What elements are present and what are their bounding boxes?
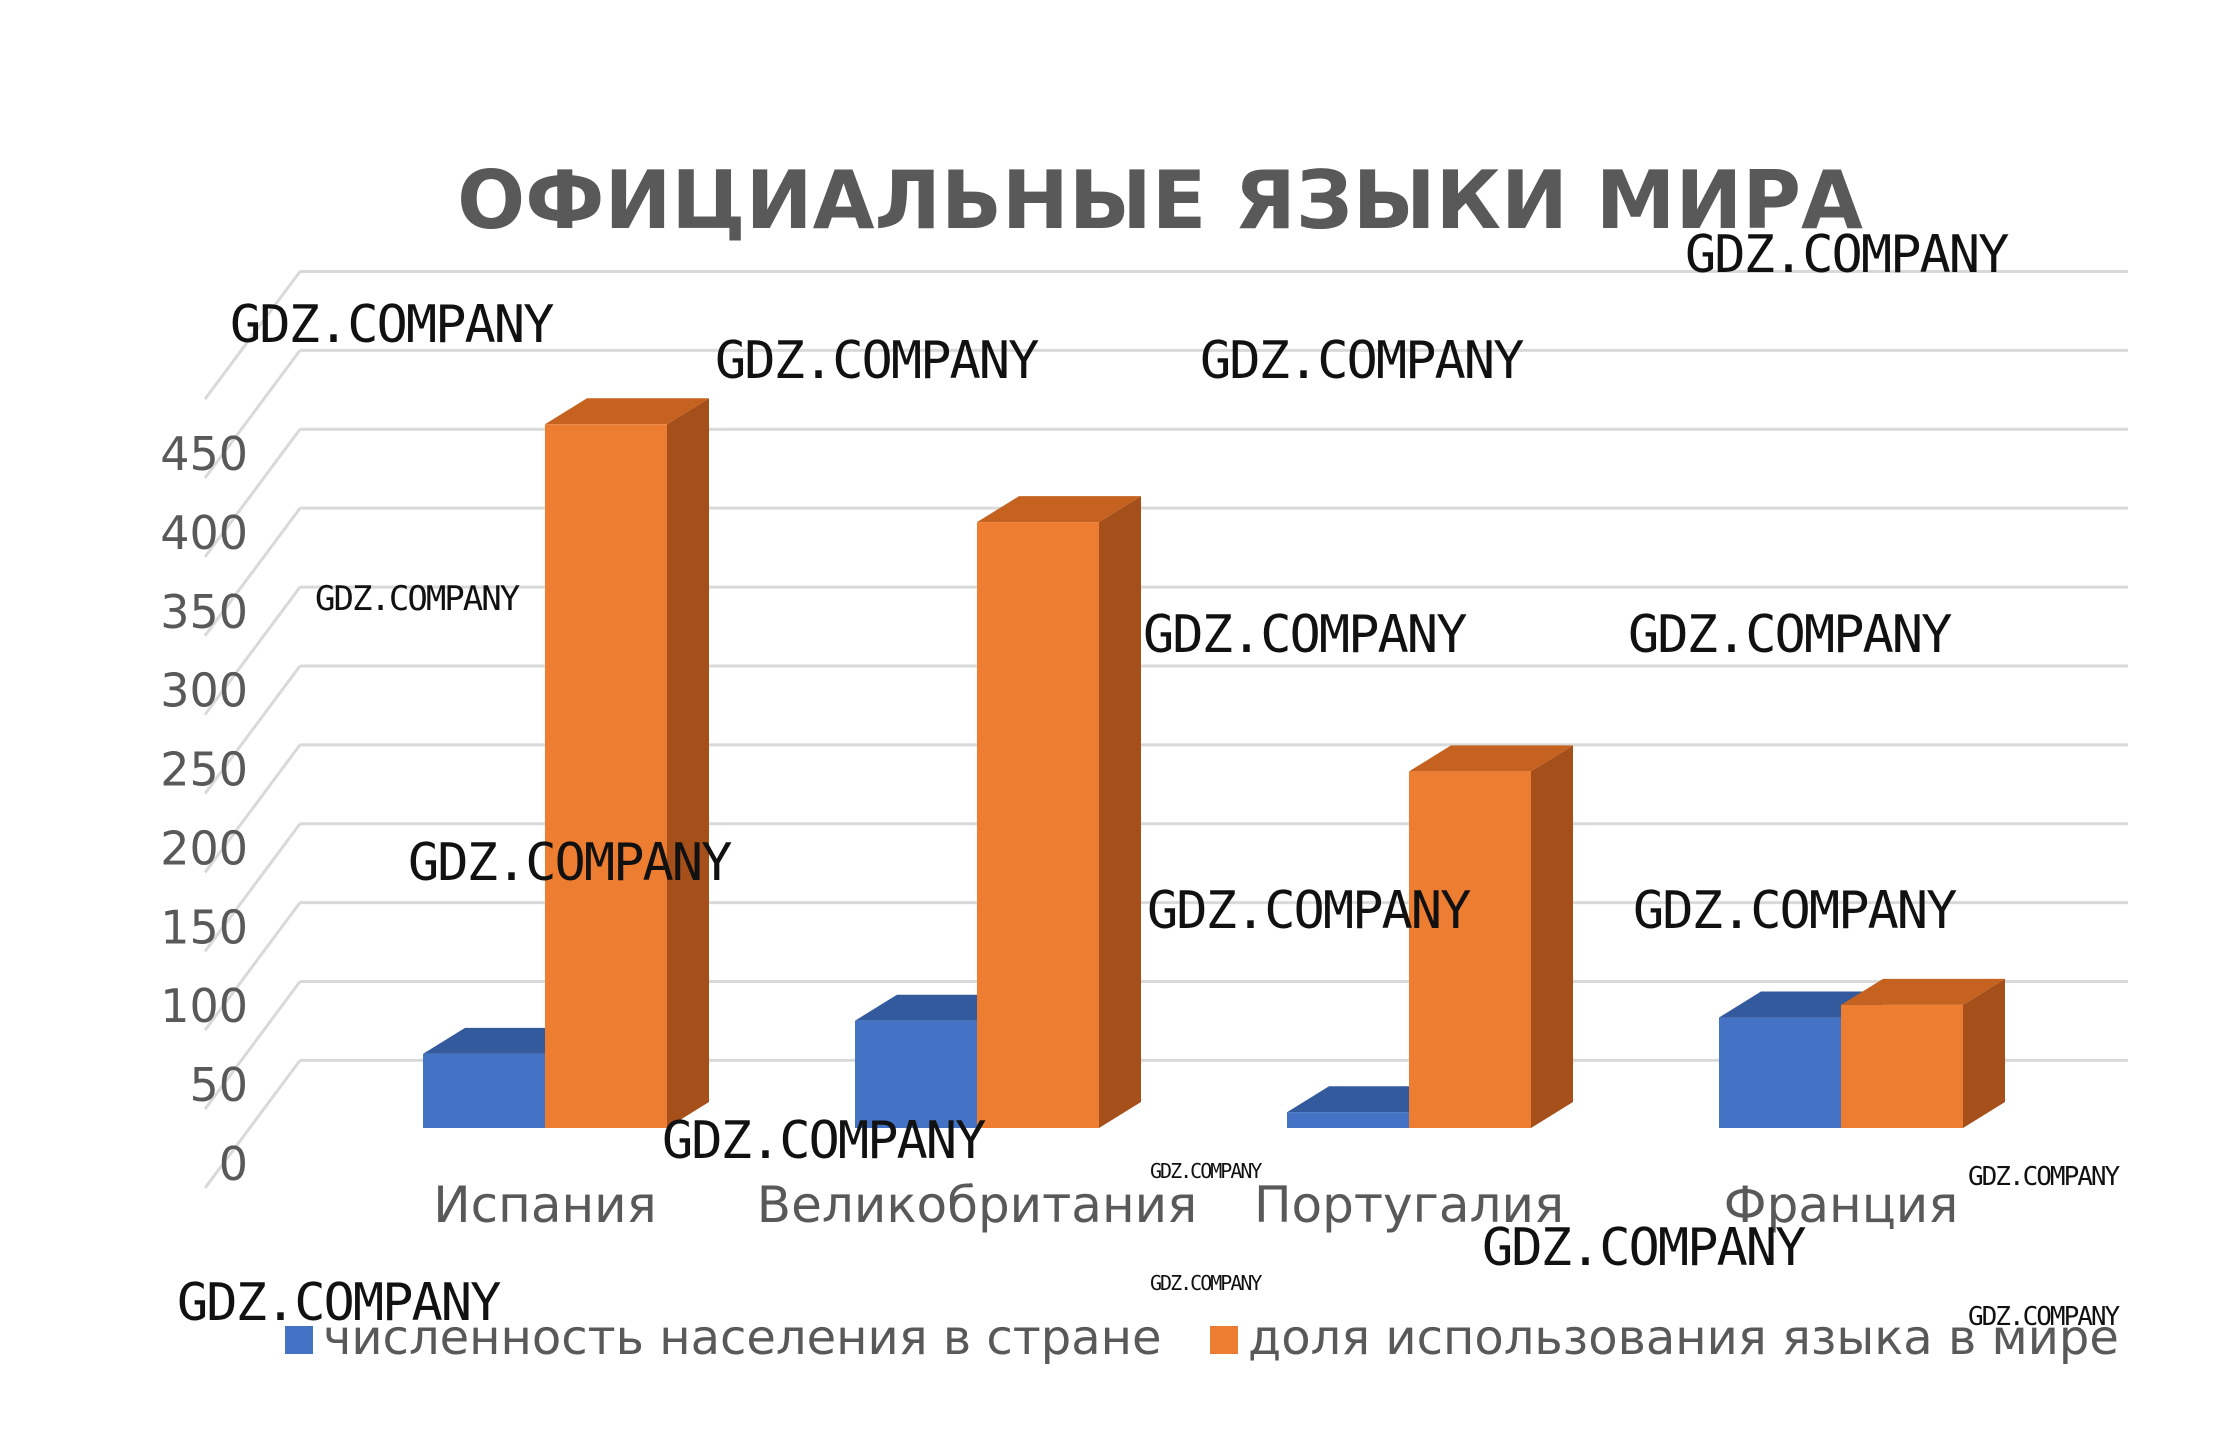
watermark-text: GDZ.COMPANY <box>662 1111 986 1171</box>
x-category-label: Франция <box>1724 1176 1959 1234</box>
legend: численность населения в стране доля испо… <box>285 1310 2119 1366</box>
bar-language-share-0 <box>545 398 709 1128</box>
watermark-text: GDZ.COMPANY <box>1685 225 2009 285</box>
gridline-diagonal-100 <box>203 901 302 1032</box>
bar-front <box>855 1020 977 1128</box>
gridline-diagonal-450 <box>203 349 302 479</box>
watermark-text: GDZ.COMPANY <box>1200 331 1524 391</box>
bar-front <box>545 424 667 1128</box>
bar-front <box>1409 771 1531 1128</box>
bars <box>423 398 2005 1129</box>
x-category-label: Португалия <box>1254 1176 1564 1234</box>
bar-front <box>1287 1112 1409 1128</box>
y-tick-label: 300 <box>160 664 248 718</box>
y-tick-label: 0 <box>219 1137 248 1191</box>
bar-top <box>1841 978 2005 1005</box>
x-axis-categories: Испания Великобритания Португалия Франция <box>433 1176 1958 1234</box>
watermark-text: GDZ.COMPANY <box>1628 605 1952 665</box>
y-axis-ticks: 0 50 100 150 200 250 300 350 400 450 <box>160 427 248 1191</box>
watermark-text: GDZ.COMPANY <box>1150 1159 1262 1183</box>
bar-language-share-1 <box>977 496 1141 1129</box>
watermark-text: GDZ.COMPANY <box>1968 1162 2121 1192</box>
watermarks: GDZ.COMPANY GDZ.COMPANY GDZ.COMPANY GDZ.COM… <box>177 225 2123 1333</box>
bar-side <box>1099 496 1141 1129</box>
gridline-diagonal-0 <box>203 1059 302 1189</box>
watermark-text: GDZ.COMPANY <box>315 579 520 619</box>
y-tick-label: 200 <box>160 821 248 875</box>
legend-label-population: численность населения в стране <box>323 1310 1162 1366</box>
gridline-diagonal-350 <box>203 507 302 637</box>
watermark-text: GDZ.COMPANY <box>1482 1218 1806 1278</box>
y-tick-label: 100 <box>160 979 248 1033</box>
gridline-diagonal-250 <box>203 665 302 795</box>
y-tick-label: 450 <box>160 427 248 481</box>
y-tick-label: 400 <box>160 506 248 560</box>
watermark-text: GDZ.COMPANY <box>1147 881 1471 941</box>
y-tick-label: 350 <box>160 585 248 639</box>
y-tick-label: 50 <box>189 1058 248 1112</box>
bar-language-share-2 <box>1409 745 1573 1128</box>
gridline-diagonal-50 <box>203 980 302 1111</box>
bar-language-share-3 <box>1841 978 2005 1128</box>
x-category-label: Испания <box>433 1176 657 1234</box>
watermark-text: GDZ.COMPANY <box>1150 1271 1262 1295</box>
gridline-diagonal-150 <box>203 822 302 953</box>
watermark-text: GDZ.COMPANY <box>1143 605 1467 665</box>
y-tick-label: 250 <box>160 743 248 797</box>
gridline-diagonal-300 <box>203 586 302 716</box>
legend-swatch-population <box>285 1326 313 1354</box>
bar-top <box>1409 745 1573 772</box>
watermark-text: GDZ.COMPANY <box>408 833 732 893</box>
bar-front <box>1841 1004 1963 1128</box>
watermark-text: GDZ.COMPANY <box>1633 881 1957 941</box>
gridline-diagonal-top <box>203 270 302 401</box>
watermark-text: GDZ.COMPANY <box>177 1273 501 1333</box>
legend-swatch-language-share <box>1210 1326 1238 1354</box>
bar-side <box>1963 978 2005 1128</box>
bar-top <box>545 398 709 425</box>
bar-front <box>1719 1017 1841 1128</box>
watermark-text: GDZ.COMPANY <box>230 295 554 355</box>
gridline-diagonal-200 <box>203 743 302 874</box>
bar-top <box>977 496 1141 523</box>
x-category-label: Великобритания <box>757 1176 1197 1234</box>
legend-label-language-share: доля использования языка в мире <box>1248 1310 2119 1366</box>
watermark-text: GDZ.COMPANY <box>1968 1302 2121 1332</box>
bar-front <box>977 522 1099 1128</box>
bar-front <box>423 1053 545 1128</box>
bar-side <box>1531 745 1573 1128</box>
chart-title: ОФИЦИАЛЬНЫЕ ЯЗЫКИ МИРА <box>457 154 1863 247</box>
y-tick-label: 150 <box>160 900 248 954</box>
gridline-diagonal-400 <box>203 428 302 558</box>
watermark-text: GDZ.COMPANY <box>715 331 1039 391</box>
bar-side <box>667 398 709 1128</box>
